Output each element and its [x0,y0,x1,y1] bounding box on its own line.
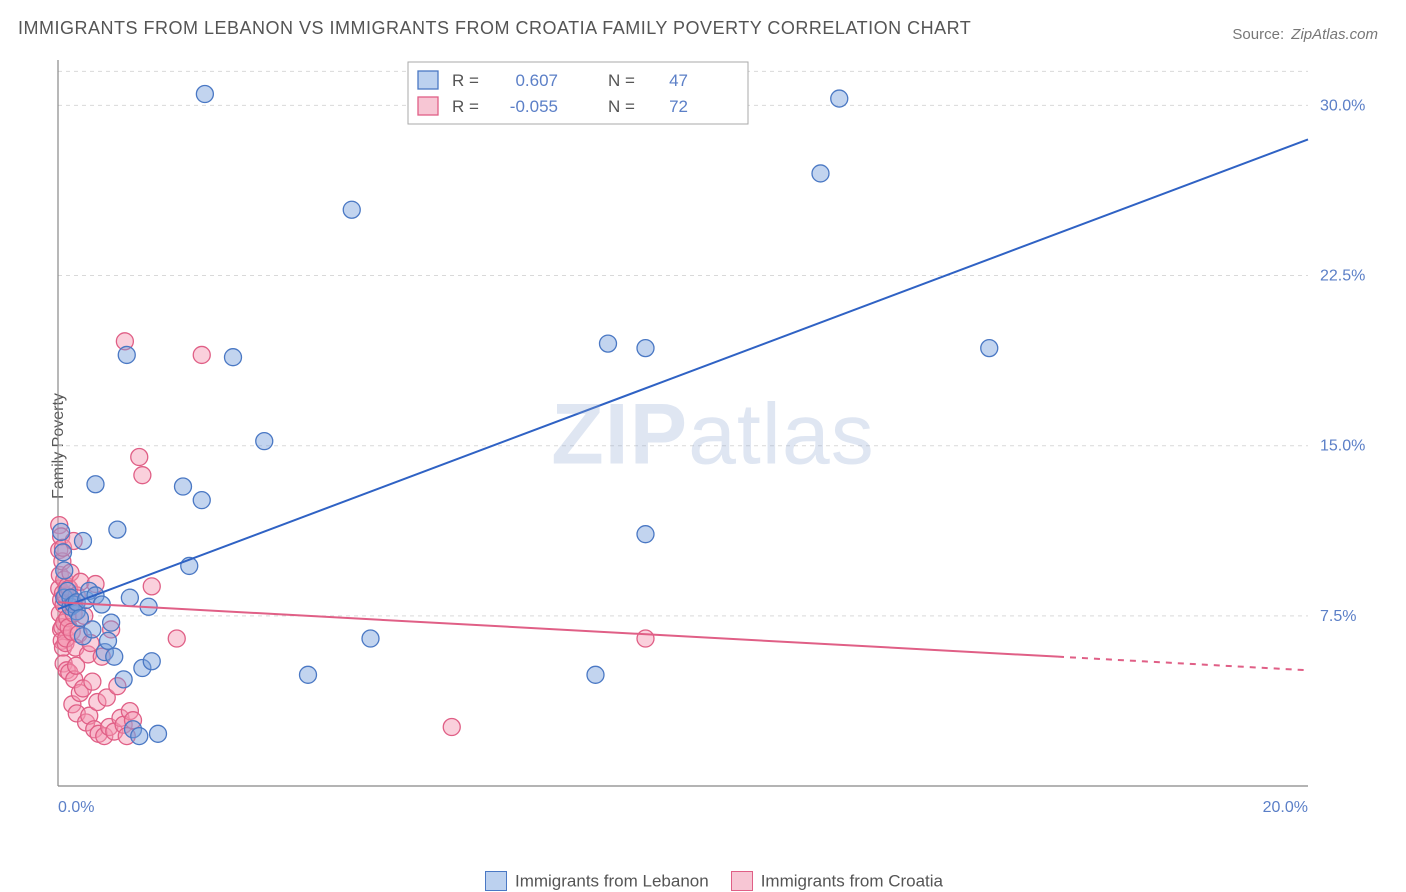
legend-swatch [485,871,507,891]
svg-text:R =: R = [452,97,479,116]
svg-text:72: 72 [669,97,688,116]
svg-text:30.0%: 30.0% [1320,97,1365,114]
chart-title: IMMIGRANTS FROM LEBANON VS IMMIGRANTS FR… [18,18,971,39]
plot-area: 7.5% 15.0% 22.5% 30.0% 0.0% 20.0% R = 0.607 N = 4… [48,52,1378,834]
svg-text:N =: N = [608,71,635,90]
legend-label: Immigrants from Croatia [761,872,943,891]
svg-text:R =: R = [452,71,479,90]
svg-text:15.0%: 15.0% [1320,438,1365,455]
chart-svg: 7.5% 15.0% 22.5% 30.0% 0.0% 20.0% R = 0.607 N = 4… [48,52,1378,834]
svg-text:N =: N = [608,97,635,116]
svg-text:47: 47 [669,71,688,90]
svg-text:0.0%: 0.0% [58,799,94,816]
source-value: ZipAtlas.com [1291,26,1378,43]
source-attribution: Source: ZipAtlas.com [1232,26,1378,43]
svg-text:0.607: 0.607 [515,71,558,90]
svg-text:-0.055: -0.055 [510,97,558,116]
legend-label: Immigrants from Lebanon [515,872,709,891]
legend-swatch [731,871,753,891]
source-label: Source: [1232,26,1284,43]
bottom-legend: Immigrants from Lebanon Immigrants from C… [0,871,1406,892]
svg-text:7.5%: 7.5% [1320,608,1356,625]
svg-text:20.0%: 20.0% [1263,799,1308,816]
svg-text:22.5%: 22.5% [1320,268,1365,285]
